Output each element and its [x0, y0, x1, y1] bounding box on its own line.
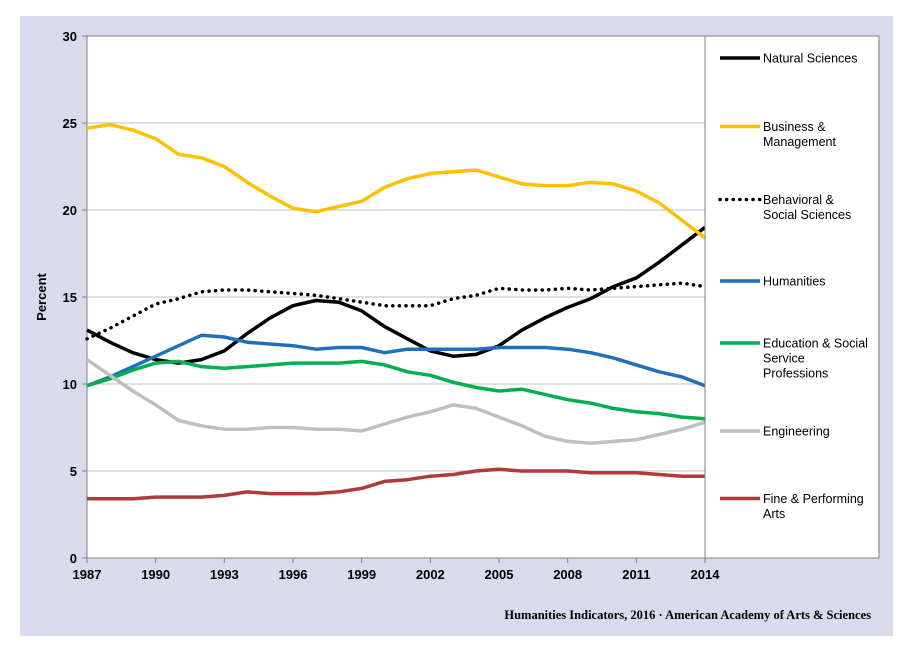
x-tick-label: 1993: [210, 567, 239, 582]
legend-label: Natural Sciences: [763, 52, 858, 66]
y-axis-label: Percent: [34, 272, 49, 320]
x-tick-label: 1996: [279, 567, 308, 582]
legend-label: Fine & Performing: [763, 492, 864, 506]
y-tick-label: 0: [70, 551, 77, 566]
y-tick-label: 25: [63, 116, 77, 131]
series-line-0: [86, 226, 707, 365]
y-tick-label: 20: [63, 203, 77, 218]
series-line-3: [86, 333, 706, 388]
legend-label: Arts: [763, 507, 785, 521]
legend-label: Education & Social: [763, 337, 868, 351]
axes: 0 5 10 15 20 25 30 1987 1990 1993 1996 1999 2002 2005…: [63, 29, 721, 582]
y-tick-label: 10: [63, 377, 77, 392]
legend-label: Humanities: [763, 275, 826, 289]
x-tick-label: 1990: [141, 567, 170, 582]
chart-frame: 0 5 10 15 20 25 30 1987 1990 1993 1996 1999 2002 2005…: [20, 16, 893, 636]
legend: Natural Sciences Business &Management Beha…: [718, 52, 868, 521]
x-tick-label: 2002: [416, 567, 445, 582]
source-credit: Humanities Indicators, 2016 · American A…: [504, 608, 871, 622]
chart-svg: 0 5 10 15 20 25 30 1987 1990 1993 1996 1999 2002 2005…: [34, 29, 880, 622]
legend-label: Business &: [763, 120, 826, 134]
y-tick-label: 5: [70, 464, 77, 479]
x-tick-label: 2005: [485, 567, 514, 582]
series-line-2: [85, 281, 707, 341]
y-tick-label: 30: [63, 29, 77, 44]
series-line-5: [86, 358, 706, 445]
x-tick-label: 2011: [622, 567, 650, 582]
y-tick-label: 15: [63, 290, 77, 305]
legend-label: Behavioral &: [763, 193, 835, 207]
legend-label: Engineering: [763, 425, 830, 439]
legend-label: Management: [763, 135, 836, 149]
legend-label: Professions: [763, 367, 828, 381]
x-tick-label: 2014: [691, 567, 721, 582]
x-tick-label: 2008: [553, 567, 582, 582]
legend-label: Social Sciences: [763, 208, 851, 222]
x-tick-label: 1999: [347, 567, 376, 582]
legend-label: Service: [763, 352, 805, 366]
series-line-1: [86, 122, 707, 240]
x-tick-label: 1987: [73, 567, 102, 582]
legend-box: [704, 35, 880, 559]
series-line-4: [86, 359, 706, 421]
series-line-6: [87, 467, 705, 501]
series-lines: [85, 122, 707, 501]
